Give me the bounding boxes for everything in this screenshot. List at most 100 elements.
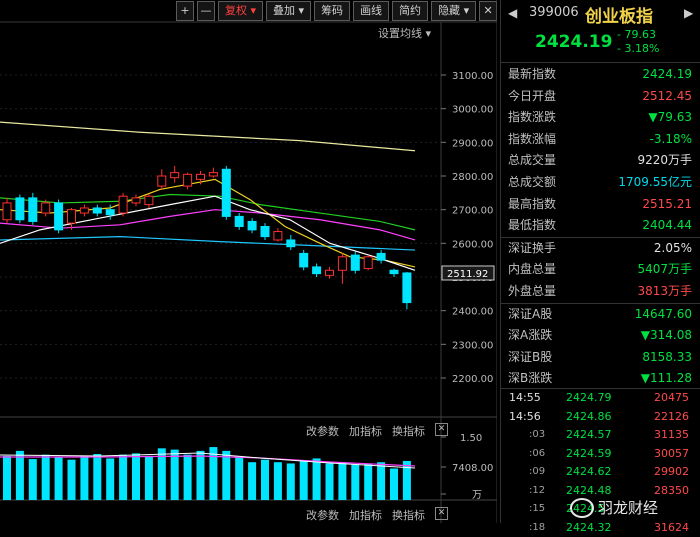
quote-header: ◀ 399006 创业板指 ▶ 2424.19 - 79.63 - 3.18%: [501, 0, 700, 63]
stat-label: 深A涨跌: [508, 325, 552, 347]
stat-label: 深证A股: [508, 304, 552, 326]
edit-params-button[interactable]: 改参数: [306, 507, 339, 523]
candle-body: [248, 221, 256, 229]
volume-bar: [80, 456, 88, 500]
price-tick-label: 3100.00: [452, 71, 493, 82]
volume-bar: [390, 469, 398, 501]
candle-body: [93, 208, 101, 213]
candle-body: [42, 203, 50, 213]
index-code: 399006: [529, 5, 579, 20]
candle-body: [119, 196, 127, 213]
volume-bar: [313, 458, 321, 500]
moving-average-lines: [0, 122, 415, 270]
quote-panel: ◀ 399006 创业板指 ▶ 2424.19 - 79.63 - 3.18% …: [500, 0, 700, 523]
candle-body: [80, 208, 88, 213]
volume-bar: [106, 458, 114, 500]
stat-value: 3813万手: [637, 281, 692, 303]
stat-value: 5407万手: [637, 259, 692, 281]
candle-body: [235, 216, 243, 226]
volume-bar: [338, 462, 346, 500]
tick-time: :06: [529, 445, 545, 464]
volume-bar: [403, 461, 411, 500]
stat-row: 深A涨跌 ▼314.08: [501, 325, 700, 347]
chart-grid: [0, 0, 497, 523]
tick-price: 2424.62: [566, 463, 612, 482]
candle-body: [351, 255, 359, 270]
change-percent: - 3.18%: [617, 42, 659, 56]
stat-label: 指数涨跌: [508, 107, 556, 129]
stat-row: 深B涨跌▼111.28: [501, 368, 700, 390]
stat-value: 9220万手: [637, 150, 692, 172]
candle-body: [274, 232, 282, 240]
stat-row: 指数涨跌 ▼79.63: [501, 107, 700, 129]
stat-value: ▼79.63: [648, 107, 692, 129]
candle-body: [145, 196, 153, 204]
volume-bar: [93, 454, 101, 500]
candle-body: [55, 203, 63, 230]
price-tick-label: 2200.00: [452, 374, 493, 385]
stat-label: 总成交额: [508, 172, 556, 194]
volume-bar: [132, 453, 140, 500]
volume-bar: [42, 455, 50, 500]
tick-volume: 28350: [654, 482, 689, 501]
second-indicator-toolbar: 改参数 加指标 换指标 ✕: [306, 507, 448, 523]
add-indicator-button[interactable]: 加指标: [349, 423, 382, 439]
candle-body: [132, 198, 140, 203]
close-icon[interactable]: ✕: [435, 423, 448, 436]
stat-label: 深证B股: [508, 347, 552, 369]
volume-bar: [364, 463, 372, 500]
candle-body: [326, 270, 334, 275]
volume-tick-label: 7408.00: [452, 463, 493, 474]
volume-bar: [351, 465, 359, 500]
stat-label: 最高指数: [508, 194, 556, 216]
tick-price: 2424.79: [566, 389, 612, 408]
volume-tick-label: 1.50: [460, 433, 482, 444]
candle-body: [222, 169, 230, 216]
tick-volume: 31624: [654, 519, 689, 537]
volume-bar: [261, 460, 269, 500]
ma-line-long: [0, 122, 415, 151]
edit-params-button[interactable]: 改参数: [306, 423, 339, 439]
next-arrow-icon[interactable]: ▶: [684, 6, 693, 20]
volume-bar: [171, 450, 179, 500]
stat-label: 外盘总量: [508, 281, 556, 303]
stat-row: 外盘总量 3813万手: [501, 281, 700, 303]
switch-indicator-button[interactable]: 换指标: [392, 423, 425, 439]
volume-bar: [222, 451, 230, 500]
stat-value: 14647.60: [635, 304, 692, 326]
add-indicator-button[interactable]: 加指标: [349, 507, 382, 523]
stat-value: -3.18%: [650, 129, 692, 151]
stat-value: ▼314.08: [641, 325, 692, 347]
volume-bar: [119, 455, 127, 500]
candle-body: [338, 257, 346, 270]
prev-arrow-icon[interactable]: ◀: [508, 6, 517, 20]
stat-value: 2512.45: [642, 86, 692, 108]
close-icon[interactable]: ✕: [435, 507, 448, 520]
candle-body: [16, 198, 24, 220]
switch-indicator-button[interactable]: 换指标: [392, 507, 425, 523]
candle-body: [184, 174, 192, 186]
stat-label: 深证换手: [508, 238, 556, 260]
tick-volume: 31135: [654, 426, 689, 445]
price-change: - 79.63 - 3.18%: [617, 28, 659, 56]
volume-bar: [248, 462, 256, 500]
candle-body: [261, 227, 269, 237]
tick-price: 2424.32: [566, 519, 612, 537]
candle-body: [313, 267, 321, 274]
price-tick-label: 2400.00: [452, 307, 493, 318]
tick-time: 14:56: [509, 408, 541, 427]
volume-bar: [287, 463, 295, 500]
stat-value: 2404.44: [642, 215, 692, 237]
candle-body: [158, 176, 166, 186]
kline-chart[interactable]: 3100.003000.002900.002800.002700.002600.…: [0, 0, 497, 523]
